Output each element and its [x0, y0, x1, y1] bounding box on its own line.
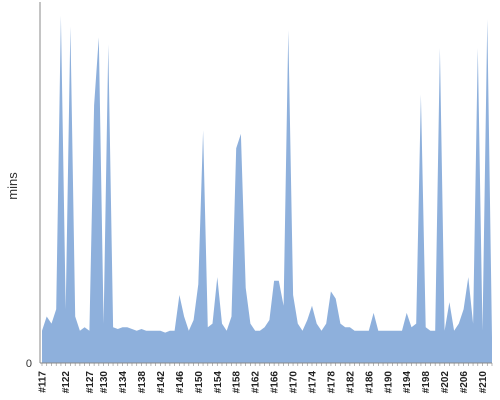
- x-tick-label: #117: [38, 371, 49, 393]
- x-tick-label: #130: [99, 371, 110, 394]
- x-tick-label: #206: [459, 371, 470, 394]
- x-tick-label: #182: [345, 371, 356, 394]
- x-tick-label: #198: [421, 371, 432, 394]
- x-tick-label: #178: [326, 371, 337, 394]
- x-tick-label: #194: [402, 371, 413, 394]
- x-tick-label: #190: [383, 371, 394, 394]
- y-axis-label: mins: [5, 172, 20, 200]
- x-tick-label: #138: [137, 371, 148, 394]
- x-tick-label: #210: [478, 371, 489, 394]
- plot-area: [41, 15, 493, 363]
- x-tick-label: #154: [213, 371, 224, 394]
- y-axis-ticks: 0: [26, 358, 32, 370]
- x-axis-ticks: #117 #122 #127 #130 #134 #138 #142 #146 #150 #154…: [38, 363, 493, 393]
- x-tick-label: #174: [308, 371, 319, 394]
- x-tick-label: #146: [175, 371, 186, 394]
- x-tick-label: #170: [289, 371, 300, 394]
- x-tick-label: #122: [61, 371, 72, 394]
- x-tick-label: #150: [194, 371, 205, 394]
- x-tick-label: #162: [251, 371, 262, 394]
- x-tick-label: #202: [440, 371, 451, 394]
- y-tick-label: 0: [26, 358, 32, 370]
- x-tick-label: #158: [232, 371, 243, 394]
- x-tick-label: #142: [156, 371, 167, 394]
- x-tick-label: #166: [270, 371, 281, 394]
- x-tick-label: #127: [85, 371, 96, 394]
- x-tick-label: #186: [364, 371, 375, 394]
- series-area: [42, 15, 492, 363]
- x-tick-label: #134: [118, 371, 129, 394]
